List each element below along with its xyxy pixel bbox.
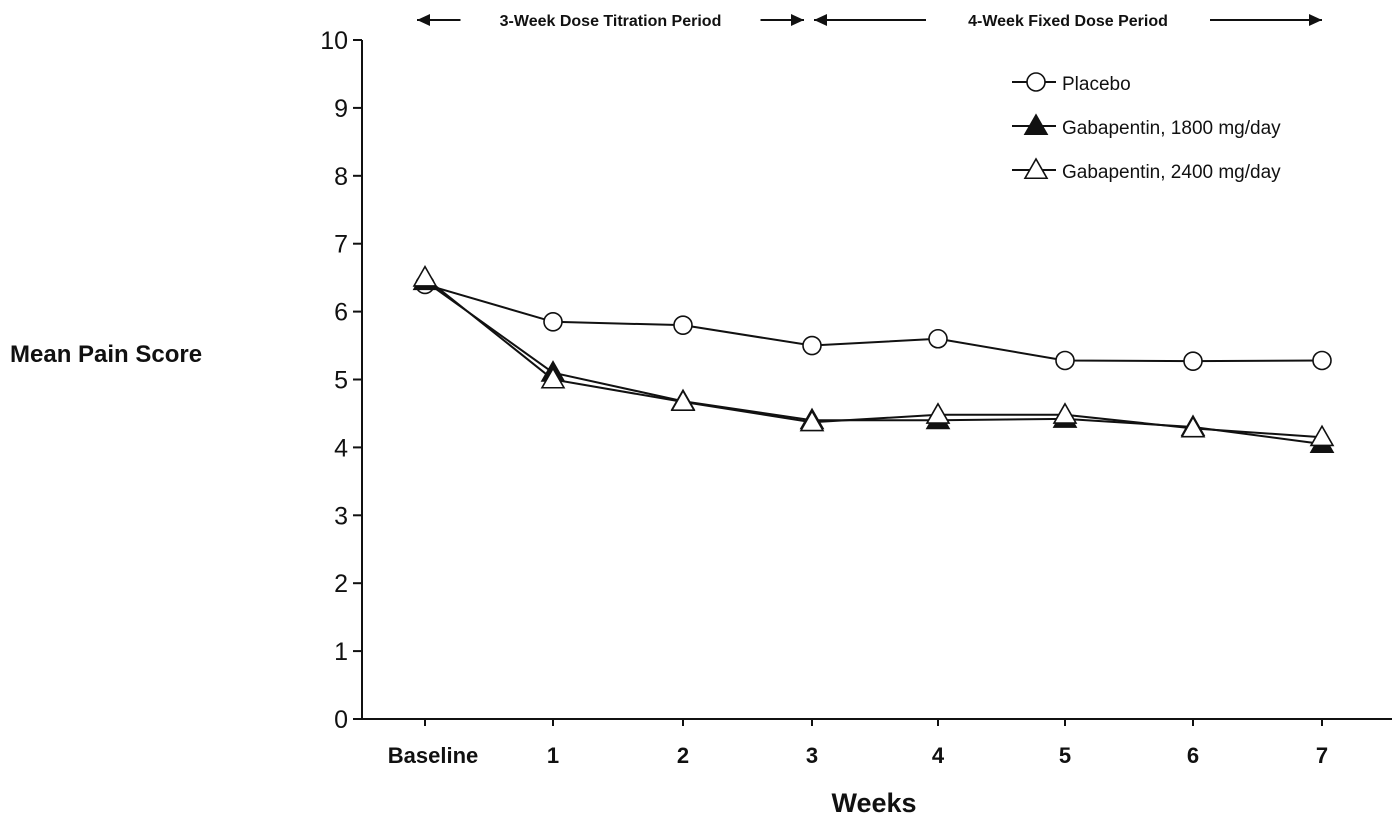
arrow-head: [814, 14, 827, 26]
series-placebo: [424, 283, 1323, 363]
y-axis-title: Mean Pain Score: [10, 341, 202, 368]
data-point: [670, 389, 696, 411]
period-arrow: 3-Week Dose Titration Period: [417, 13, 804, 30]
y-ticks: 0 1 2 3 4 5 6 7 8 9 10: [320, 27, 362, 734]
legend-label: Gabapentin, 1800 mg/day: [1062, 118, 1281, 139]
series-line: [424, 283, 1323, 363]
data-point: [1180, 415, 1206, 438]
x-axis-title: Weeks: [831, 788, 916, 818]
y-tick-label: 4: [334, 434, 348, 462]
data-point: [1312, 350, 1332, 371]
y-tick-label: 5: [334, 367, 348, 395]
legend-item: Placebo: [1012, 72, 1131, 95]
y-tick-label: 2: [334, 570, 348, 598]
x-tick-label: 4: [932, 743, 945, 768]
y-tick-label: 6: [334, 299, 348, 327]
data-point: [1055, 350, 1075, 371]
legend: Placebo Gabapentin, 1800 mg/day Gabapentin…: [1012, 72, 1281, 183]
data-point: [1183, 351, 1203, 371]
x-tick-label: 6: [1187, 743, 1199, 768]
data-point: [1052, 402, 1078, 424]
x-tick-label: 3: [806, 743, 818, 768]
y-tick-label: 9: [334, 95, 348, 123]
data-point: [799, 409, 825, 432]
x-tick-label: 2: [677, 743, 689, 768]
x-tick-label: 1: [547, 743, 559, 768]
y-tick-label: 1: [334, 638, 348, 666]
series-gabapentin-2400-mg-day: [424, 276, 1323, 439]
axes: [361, 40, 1392, 720]
period-label: 3-Week Dose Titration Period: [500, 13, 722, 30]
period-annotations: 3-Week Dose Titration Period 4-Week Fixed…: [417, 13, 1322, 30]
data-point: [673, 315, 693, 335]
y-tick-label: 3: [334, 502, 348, 530]
period-arrow: 4-Week Fixed Dose Period: [814, 13, 1322, 30]
legend-label: Gabapentin, 2400 mg/day: [1062, 162, 1281, 183]
data-point: [1023, 157, 1049, 180]
arrow-head: [791, 14, 804, 26]
data-point: [1026, 72, 1046, 92]
arrow-head: [1309, 14, 1322, 26]
series-line: [424, 276, 1323, 439]
legend-item: Gabapentin, 2400 mg/day: [1012, 157, 1281, 183]
data-point: [543, 311, 563, 332]
data-point: [928, 328, 948, 349]
data-point: [540, 366, 566, 389]
y-tick-label: 10: [320, 27, 348, 55]
legend-item: Gabapentin, 1800 mg/day: [1012, 113, 1281, 139]
period-label: 4-Week Fixed Dose Period: [968, 13, 1168, 30]
x-tick-label: 7: [1316, 743, 1328, 768]
series-markers: [415, 274, 1332, 371]
x-tick-label: Baseline: [388, 743, 479, 768]
y-tick-label: 0: [334, 706, 348, 734]
data-point: [412, 265, 438, 287]
x-tick-label: 5: [1059, 743, 1071, 768]
data-point: [1309, 424, 1335, 447]
series-markers: [412, 265, 1335, 447]
series-group: [412, 265, 1335, 454]
data-point: [925, 402, 951, 424]
data-point: [1023, 113, 1049, 136]
arrow-head: [417, 14, 430, 26]
data-point: [802, 335, 822, 356]
x-ticks: Baseline 1 2 3 4 5 6 7: [388, 719, 1328, 768]
y-tick-label: 8: [334, 163, 348, 191]
y-tick-label: 7: [334, 231, 348, 259]
legend-label: Placebo: [1062, 74, 1131, 95]
